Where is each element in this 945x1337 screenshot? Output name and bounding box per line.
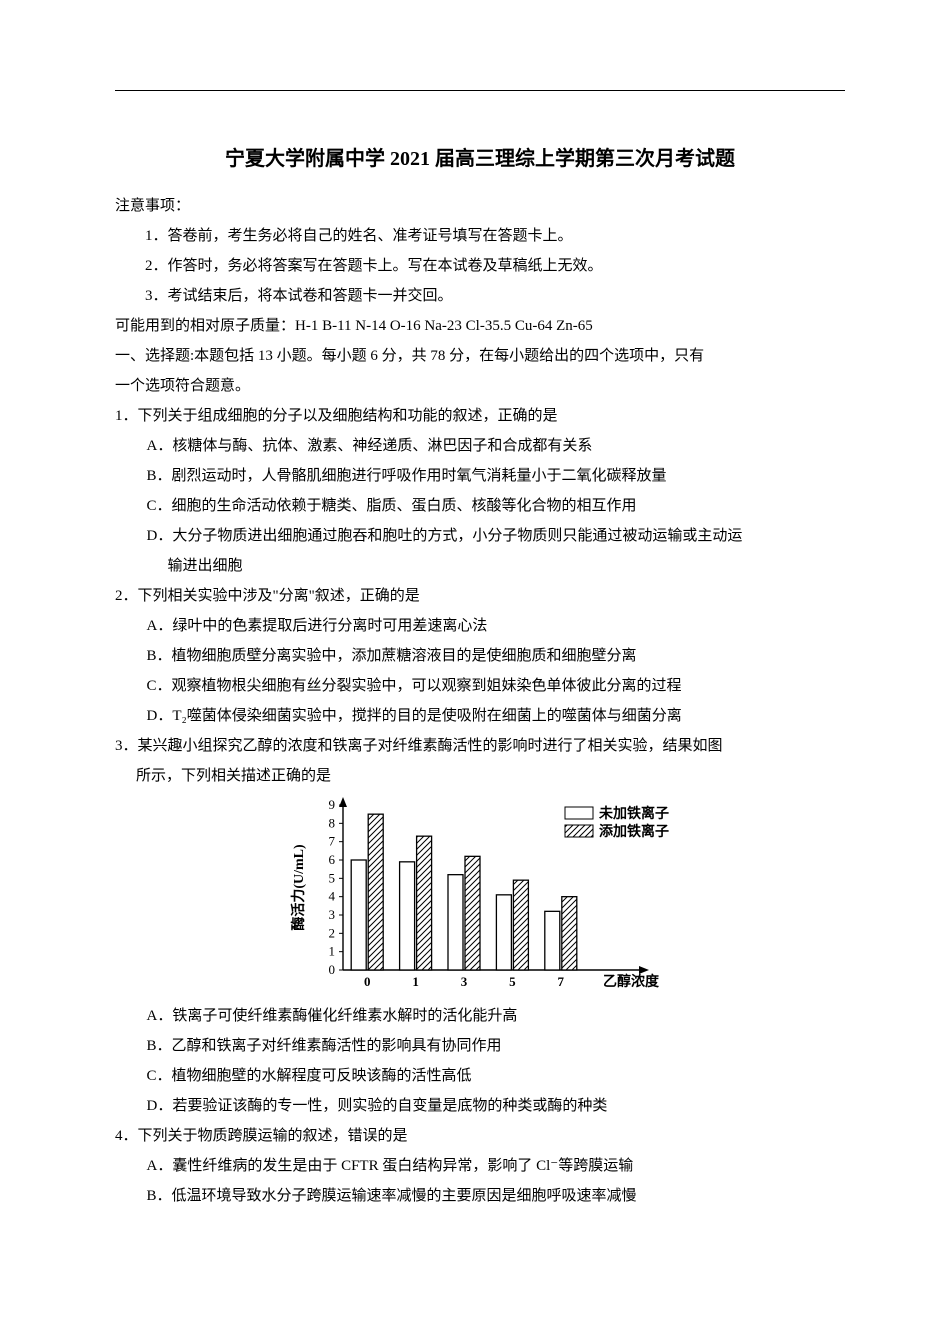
svg-text:5: 5 [329,870,336,885]
svg-text:乙醇浓度: 乙醇浓度 [603,973,660,990]
atomic-mass-line: 可能用到的相对原子质量：H-1 B-11 N-14 O-16 Na-23 Cl-… [115,311,845,341]
section1-line1: 一、选择题:本题包括 13 小题。每小题 6 分，共 78 分，在每小题给出的四… [115,341,845,371]
q1-stem: 1．下列关于组成细胞的分子以及细胞结构和功能的叙述，正确的是 [115,401,845,431]
q4-option-b: B．低温环境导致水分子跨膜运输速率减慢的主要原因是细胞呼吸速率减慢 [115,1181,845,1211]
q4-stem: 4．下列关于物质跨膜运输的叙述，错误的是 [115,1121,845,1151]
q3-stem-line1: 3．某兴趣小组探究乙醇的浓度和铁离子对纤维素酶活性的影响时进行了相关实验，结果如… [115,731,845,761]
svg-text:2: 2 [329,925,336,940]
notice-header: 注意事项： [115,191,845,221]
svg-text:添加铁离子: 添加铁离子 [599,823,669,840]
q2-option-d: D．T₂噬菌体侵染细菌实验中，搅拌的目的是使吸附在细菌上的噬菌体与细菌分离 [115,701,845,731]
q2-option-a: A．绿叶中的色素提取后进行分离时可用差速离心法 [115,611,845,641]
q3-option-a: A．铁离子可使纤维素酶催化纤维素水解时的活化能升高 [115,1001,845,1031]
q3-option-b: B．乙醇和铁离子对纤维素酶活性的影响具有协同作用 [115,1031,845,1061]
svg-text:6: 6 [329,852,336,867]
notice-1: 1．答卷前，考生务必将自己的姓名、准考证号填写在答题卡上。 [115,221,845,251]
q1-option-d: D．大分子物质进出细胞通过胞吞和胞吐的方式，小分子物质则只能通过被动运输或主动运 [115,521,845,551]
q2-option-b: B．植物细胞质壁分离实验中，添加蔗糖溶液目的是使细胞质和细胞壁分离 [115,641,845,671]
svg-text:3: 3 [461,974,468,989]
top-horizontal-rule [115,90,845,91]
svg-text:5: 5 [509,974,516,989]
svg-text:0: 0 [364,974,371,989]
svg-text:未加铁离子: 未加铁离子 [599,805,669,822]
svg-text:7: 7 [329,834,336,849]
q3-stem-line2: 所示，下列相关描述正确的是 [115,761,845,791]
bar-chart-svg: 0 1 2 3 4 5 6 7 8 9 酶活力(U/mL) 0 1 3 5 7 乙醇浓度 未加铁离子添加铁离子 [285,795,675,995]
q4-option-a: A．囊性纤维病的发生是由于 CFTR 蛋白结构异常，影响了 Cl⁻等跨膜运输 [115,1151,845,1181]
section1-line2: 一个选项符合题意。 [115,371,845,401]
q3-bar-chart: 0 1 2 3 4 5 6 7 8 9 酶活力(U/mL) 0 1 3 5 7 乙醇浓度 未加铁离子添加铁离子 [115,795,845,995]
q3-option-d: D．若要验证该酶的专一性，则实验的自变量是底物的种类或酶的种类 [115,1091,845,1121]
q1-option-a: A．核糖体与酶、抗体、激素、神经递质、淋巴因子和合成都有关系 [115,431,845,461]
page-title: 宁夏大学附属中学 2021 届高三理综上学期第三次月考试题 [115,139,845,179]
notice-3: 3．考试结束后，将本试卷和答题卡一并交回。 [115,281,845,311]
svg-text:1: 1 [329,944,336,959]
svg-text:1: 1 [412,974,419,989]
notice-2: 2．作答时，务必将答案写在答题卡上。写在本试卷及草稿纸上无效。 [115,251,845,281]
q2-option-c: C．观察植物根尖细胞有丝分裂实验中，可以观察到姐妹染色单体彼此分离的过程 [115,671,845,701]
svg-text:3: 3 [329,907,336,922]
q3-option-c: C．植物细胞壁的水解程度可反映该酶的活性高低 [115,1061,845,1091]
q2-stem: 2．下列相关实验中涉及"分离"叙述，正确的是 [115,581,845,611]
svg-text:7: 7 [558,974,565,989]
svg-text:酶活力(U/mL): 酶活力(U/mL) [290,844,307,931]
svg-text:0: 0 [329,962,336,977]
svg-text:9: 9 [329,797,336,812]
svg-text:8: 8 [329,815,336,830]
q1-option-c: C．细胞的生命活动依赖于糖类、脂质、蛋白质、核酸等化合物的相互作用 [115,491,845,521]
q1-option-b: B．剧烈运动时，人骨骼肌细胞进行呼吸作用时氧气消耗量小于二氧化碳释放量 [115,461,845,491]
q1-option-d-cont: 输进出细胞 [115,551,845,581]
svg-text:4: 4 [329,889,336,904]
